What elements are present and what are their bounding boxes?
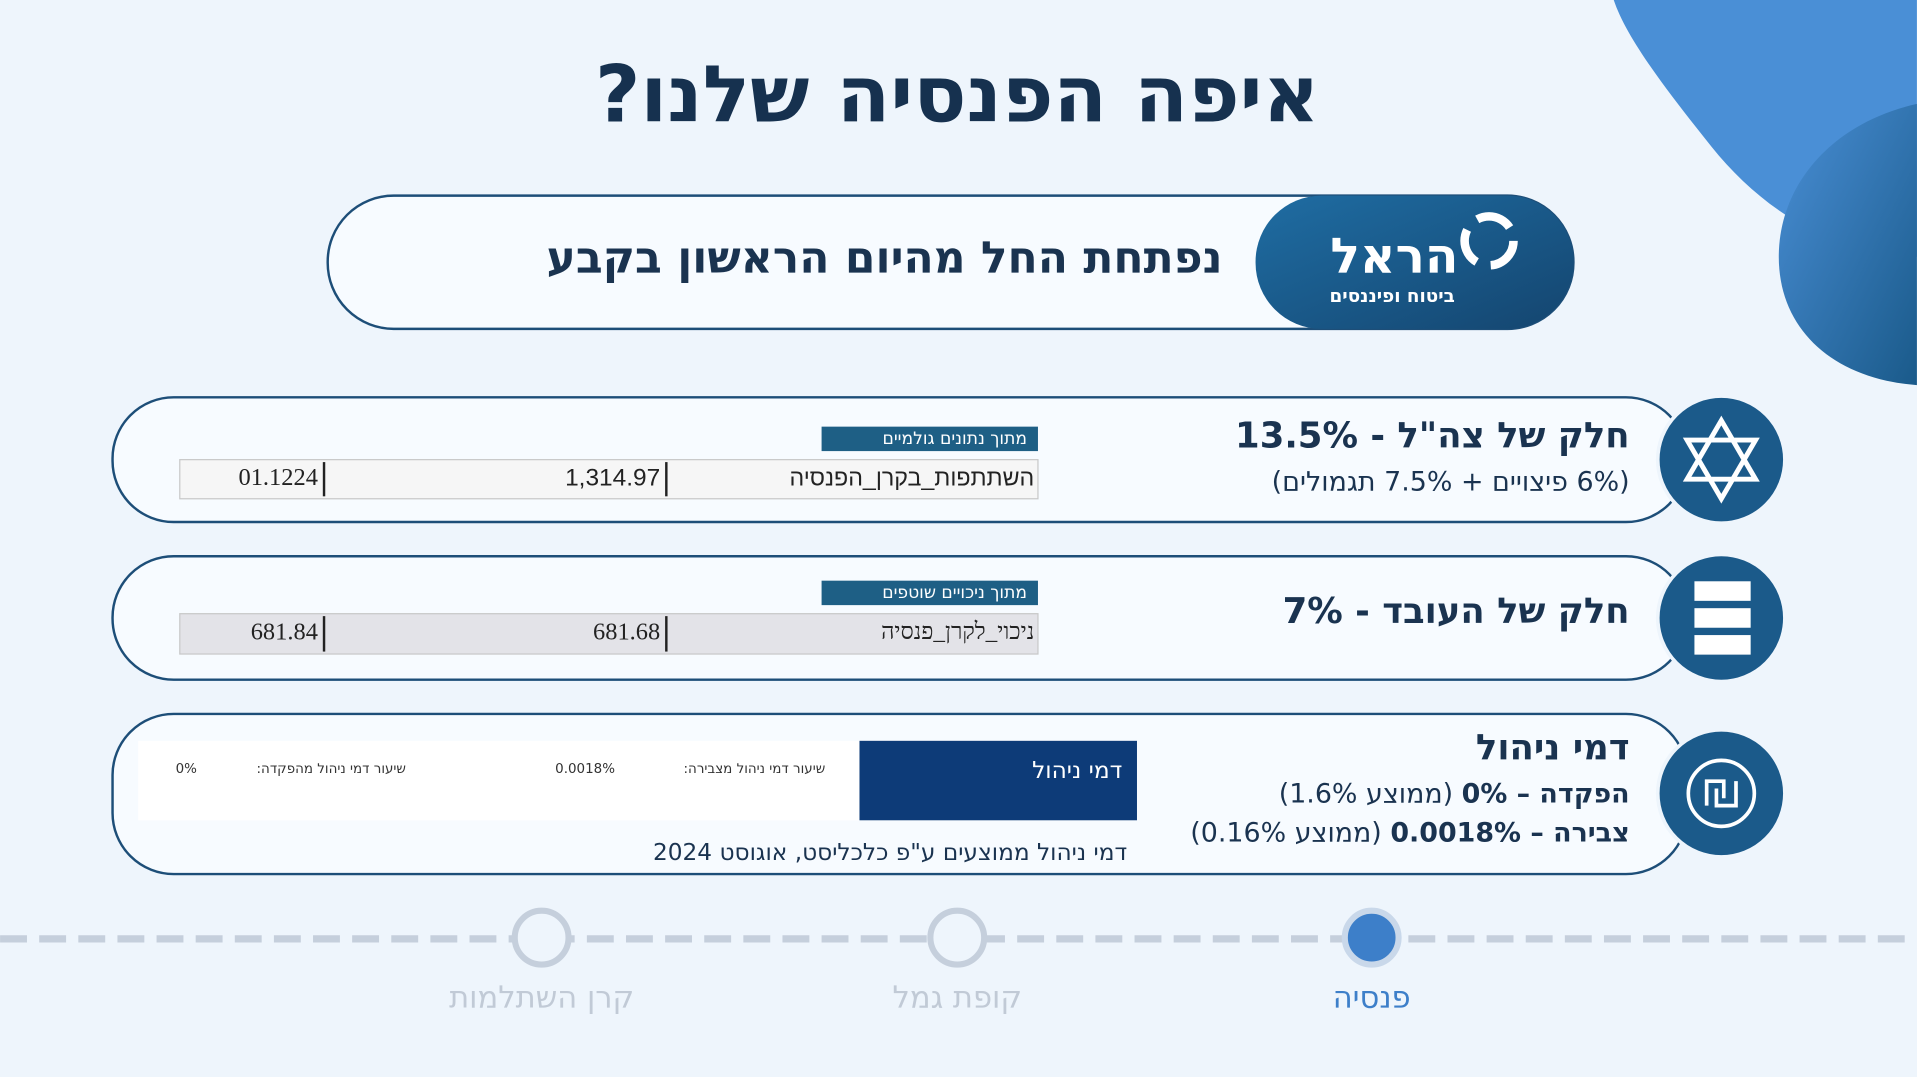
- fee-bold: הפקדה – 0%: [1462, 778, 1630, 809]
- logo-pill: [1255, 195, 1574, 329]
- tag-text: מתוך ניכויים שוטפים: [882, 583, 1027, 603]
- row-title: חלק של צה"ל - 13.5%: [1235, 416, 1630, 457]
- fee-line: צבירה – 0.0018% (ממוצע 0.16%): [1190, 817, 1629, 848]
- fee-header-text: דמי ניהול: [1032, 757, 1122, 784]
- record-cell: ניכוי_לקרן_פנסיה: [881, 619, 1034, 645]
- step-dot[interactable]: [1341, 907, 1402, 968]
- tag-text: מתוך נתונים גולמיים: [883, 429, 1027, 449]
- tag-box: [821, 580, 1038, 606]
- row-icon: [1655, 394, 1787, 526]
- record-cell: 01.1224: [239, 464, 318, 491]
- fee-normal: (ממוצע 0.16%): [1190, 817, 1382, 848]
- fee-header: [859, 740, 1137, 821]
- logo-name: הראל: [1330, 228, 1458, 285]
- decor-blob: [1778, 103, 1917, 386]
- steps: פנסיה קופת גמל קרן השתלמות: [449, 907, 1411, 1015]
- fee-cell: שיעור דמי ניהול מהפקדה:: [257, 762, 406, 777]
- record-cell: השתתפות_בקרן_הפנסיה: [789, 464, 1034, 490]
- slide-title: איפה הפנסיה שלנו?: [595, 50, 1319, 141]
- fee-normal: (ממוצע 1.6%): [1279, 778, 1453, 809]
- banner-text: נפתחת החל מהיום הראשון בקבע: [547, 232, 1223, 283]
- fee-cell: 0%: [176, 762, 198, 777]
- icon-ring: [1686, 758, 1757, 829]
- fee-line: הפקדה – 0% (ממוצע 1.6%): [1279, 778, 1630, 809]
- logo-icon: [1460, 212, 1518, 270]
- icon-bar: [1694, 635, 1751, 655]
- step-label[interactable]: קרן השתלמות: [449, 980, 634, 1015]
- icon-bar: [1694, 608, 1751, 628]
- row-title: דמי ניהול: [1476, 727, 1630, 768]
- step-label[interactable]: קופת גמל: [892, 980, 1022, 1015]
- step-label[interactable]: פנסיה: [1333, 980, 1411, 1015]
- step-dot[interactable]: [927, 907, 988, 968]
- row-title: חלק של העובד - 7%: [1283, 591, 1630, 632]
- fee-note: דמי ניהול ממוצעים ע"פ כלכליסט, אוגוסט 20…: [653, 839, 1127, 866]
- fee-cell: 0.0018%: [555, 762, 615, 777]
- rows: חלק של צה"ל - 13.5% (6% פיצויים + 7.5% תג…: [111, 394, 1787, 876]
- step-dot[interactable]: [511, 907, 572, 968]
- record-cell: 681.68: [593, 618, 660, 645]
- fee-bold: צבירה – 0.0018%: [1390, 817, 1629, 848]
- tag-box: [821, 426, 1038, 452]
- record-cell: 681.84: [251, 618, 318, 645]
- icon-star: [1682, 415, 1760, 504]
- icon-shekel: [1704, 779, 1738, 808]
- logo-tagline: ביטוח ופיננסים: [1330, 286, 1455, 307]
- fee-cell: שיעור דמי ניהול מצבירה:: [684, 762, 826, 777]
- row-subtitle: (6% פיצויים + 7.5% תגמולים): [1272, 466, 1630, 497]
- record-cell: 1,314.97: [565, 465, 660, 492]
- icon-bar: [1694, 581, 1751, 601]
- row-icon: [1655, 727, 1787, 859]
